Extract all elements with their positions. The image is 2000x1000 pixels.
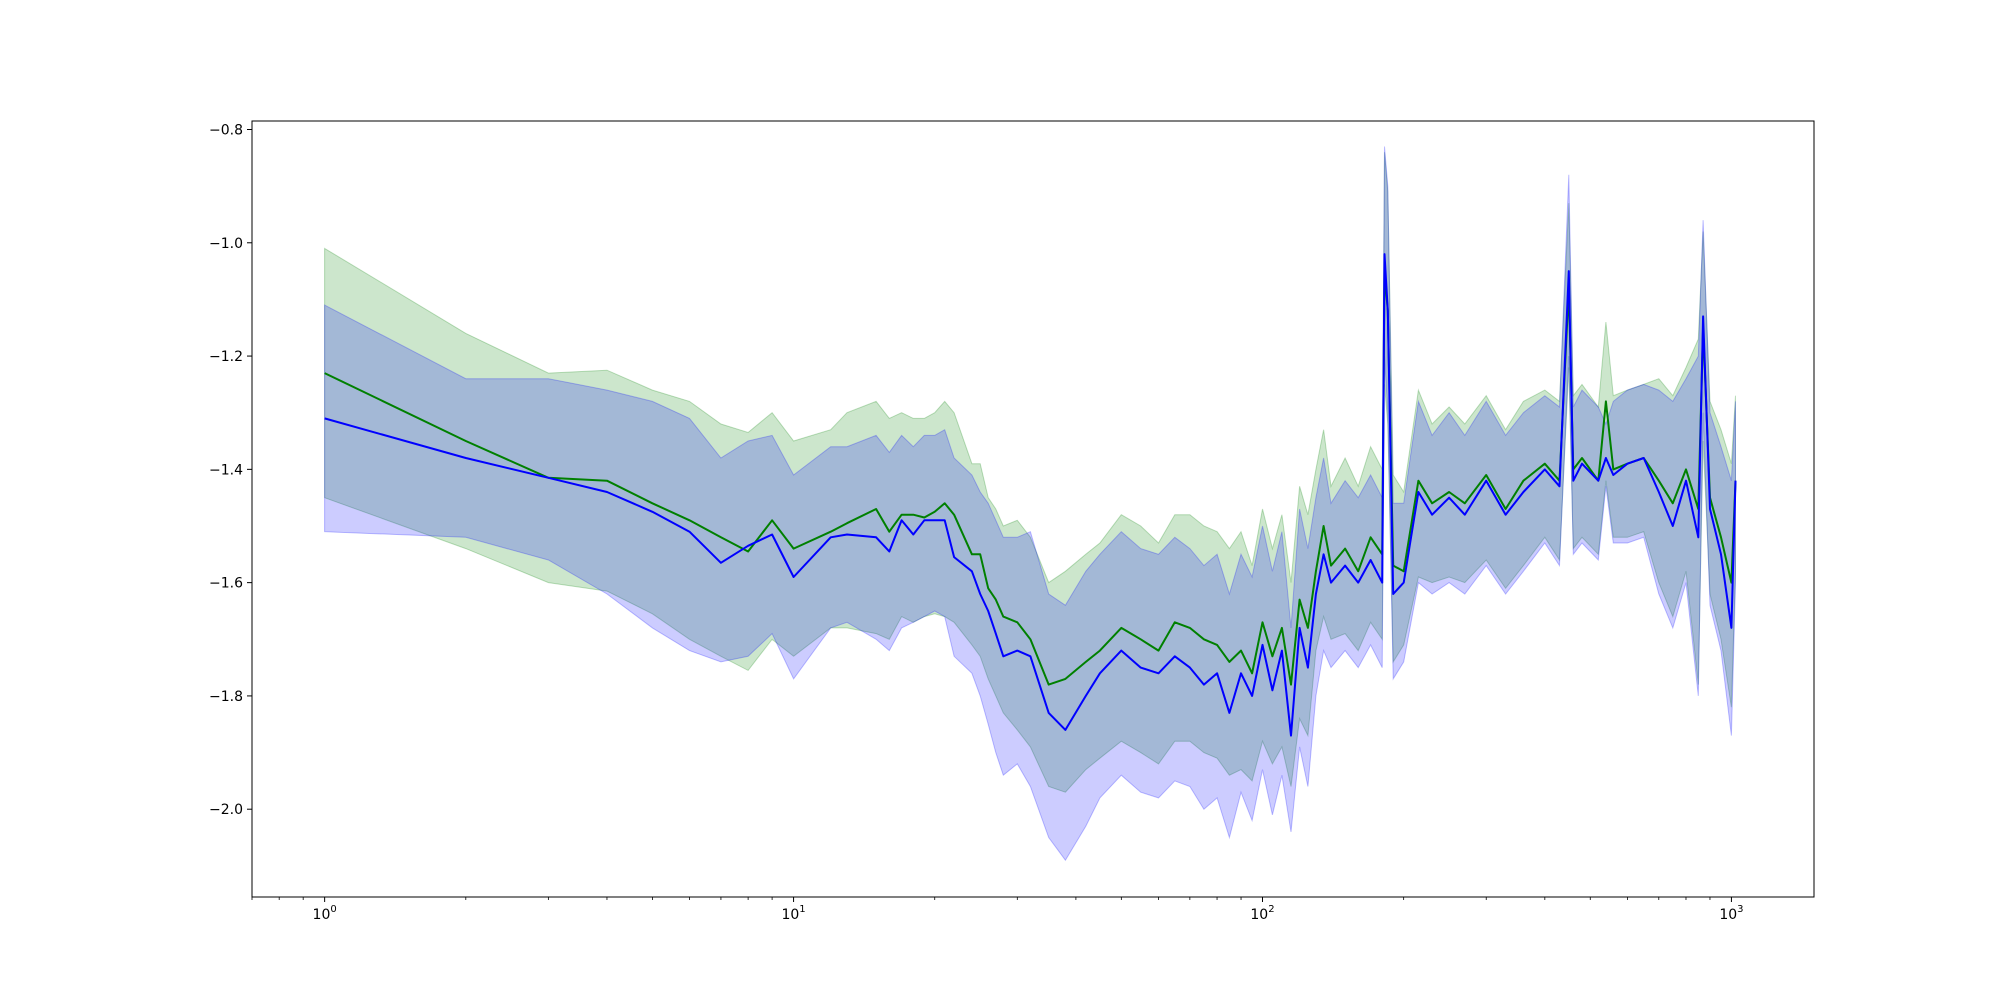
y-tick-label: −0.8	[209, 122, 243, 138]
y-axis: −0.8 −1.0 −1.2 −1.4 −1.6 −1.8 −2.0	[209, 122, 252, 818]
x-tick-label: 102	[1250, 904, 1274, 923]
x-tick-exponent: 3	[1737, 904, 1743, 915]
x-tick-exponent: 0	[330, 904, 336, 915]
y-tick-label: −1.4	[209, 462, 243, 478]
x-tick-base: 10	[313, 907, 331, 923]
y-tick-label: −1.2	[209, 349, 243, 365]
x-tick-exponent: 1	[799, 904, 805, 915]
x-tick-label: 100	[313, 904, 337, 923]
x-tick-label: 101	[781, 904, 805, 923]
y-tick-label: −2.0	[209, 802, 243, 818]
x-tick-exponent: 2	[1268, 904, 1274, 915]
x-tick-base: 10	[1250, 907, 1268, 923]
x-axis: 100 101 102 103	[251, 897, 1744, 923]
series-0-line	[324, 270, 1737, 686]
series-1-line	[324, 253, 1737, 737]
x-tick-label: 103	[1719, 904, 1743, 923]
x-tick-base: 10	[781, 907, 799, 923]
x-tick-base: 10	[1719, 907, 1737, 923]
y-tick-label: −1.6	[209, 576, 243, 592]
y-tick-label: −1.0	[209, 236, 243, 252]
series-0-band	[324, 152, 1736, 793]
plot-frame	[251, 120, 1815, 898]
y-tick-label: −1.8	[209, 689, 243, 705]
series-lines	[324, 253, 1737, 737]
